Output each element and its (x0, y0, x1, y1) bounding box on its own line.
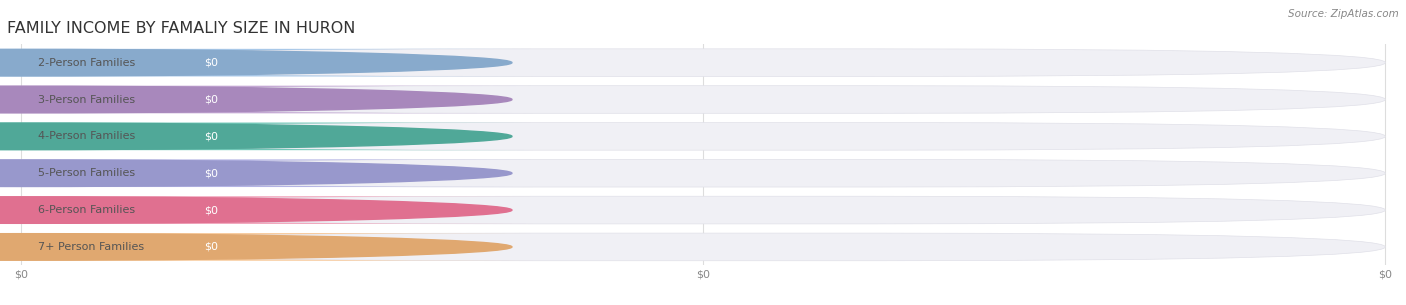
Text: 3-Person Families: 3-Person Families (38, 95, 135, 105)
Text: $0: $0 (204, 168, 218, 178)
FancyBboxPatch shape (21, 49, 1385, 77)
Text: 7+ Person Families: 7+ Person Families (38, 242, 145, 252)
FancyBboxPatch shape (0, 123, 533, 150)
FancyBboxPatch shape (0, 233, 533, 261)
FancyBboxPatch shape (21, 196, 1385, 224)
Text: Source: ZipAtlas.com: Source: ZipAtlas.com (1288, 9, 1399, 19)
Text: FAMILY INCOME BY FAMALIY SIZE IN HURON: FAMILY INCOME BY FAMALIY SIZE IN HURON (7, 21, 356, 36)
Circle shape (0, 160, 512, 186)
Circle shape (0, 86, 512, 113)
Text: 5-Person Families: 5-Person Families (38, 168, 135, 178)
Text: 6-Person Families: 6-Person Families (38, 205, 135, 215)
FancyBboxPatch shape (0, 49, 533, 77)
FancyBboxPatch shape (0, 86, 533, 113)
Text: $0: $0 (204, 242, 218, 252)
Circle shape (0, 49, 512, 76)
Circle shape (0, 123, 512, 150)
FancyBboxPatch shape (0, 196, 533, 224)
Circle shape (0, 197, 512, 223)
FancyBboxPatch shape (21, 233, 1385, 261)
Text: 4-Person Families: 4-Person Families (38, 131, 135, 141)
FancyBboxPatch shape (21, 123, 1385, 150)
Circle shape (0, 234, 512, 260)
Text: $0: $0 (204, 58, 218, 68)
FancyBboxPatch shape (0, 160, 533, 187)
FancyBboxPatch shape (21, 86, 1385, 113)
Text: $0: $0 (204, 131, 218, 141)
Text: $0: $0 (204, 205, 218, 215)
Text: 2-Person Families: 2-Person Families (38, 58, 135, 68)
Text: $0: $0 (204, 95, 218, 105)
FancyBboxPatch shape (21, 160, 1385, 187)
